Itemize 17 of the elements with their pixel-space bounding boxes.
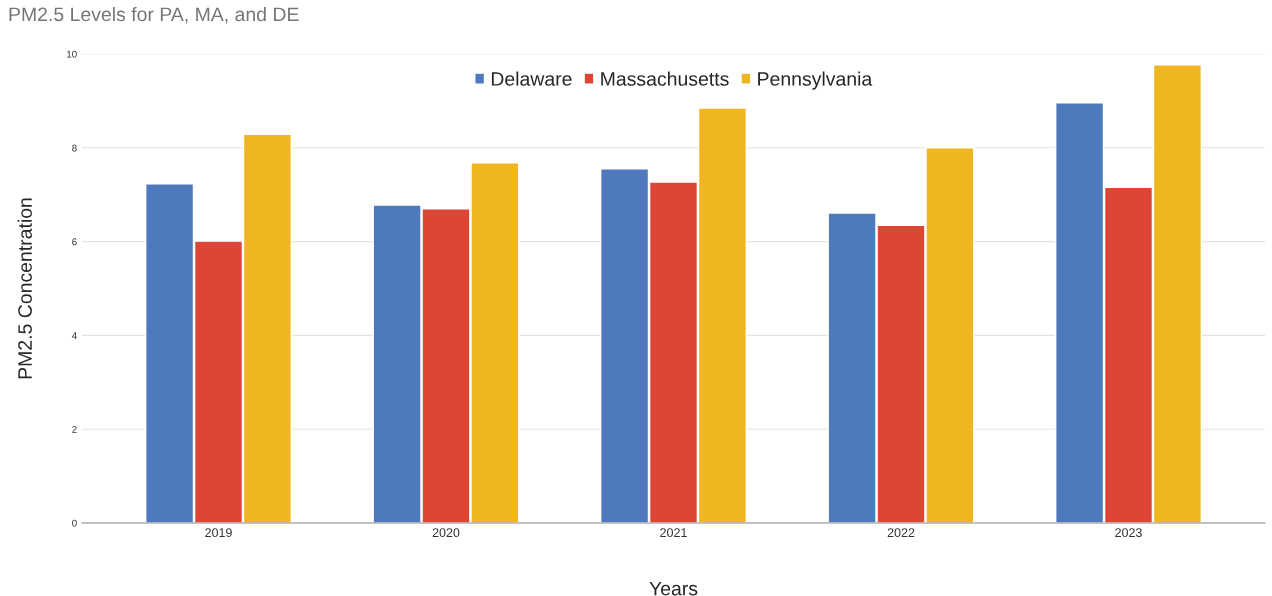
y-tick-label: 8 (72, 144, 77, 152)
x-tick-label: 2023 (1115, 528, 1142, 538)
chart-title: PM2.5 Levels for PA, MA, and DE (9, 6, 299, 24)
x-tick-label: 2022 (887, 528, 915, 538)
y-tick-label: 2 (72, 425, 77, 433)
x-tick-label: 2021 (660, 528, 687, 538)
x-axis-title: Years (649, 581, 698, 596)
y-tick-label: 0 (72, 519, 77, 527)
y-tick-label: 6 (72, 238, 77, 246)
legend-label: Delaware (491, 71, 572, 86)
y-axis-title: PM2.5 Concentration (17, 198, 32, 379)
legend-label: Massachusetts (601, 71, 729, 86)
y-tick-label: 4 (71, 332, 77, 339)
y-tick-label: 10 (67, 50, 77, 58)
x-tick-label: 2019 (205, 528, 232, 538)
legend-label: Pennsylvania (758, 71, 873, 90)
x-tick-label: 2020 (432, 528, 460, 538)
